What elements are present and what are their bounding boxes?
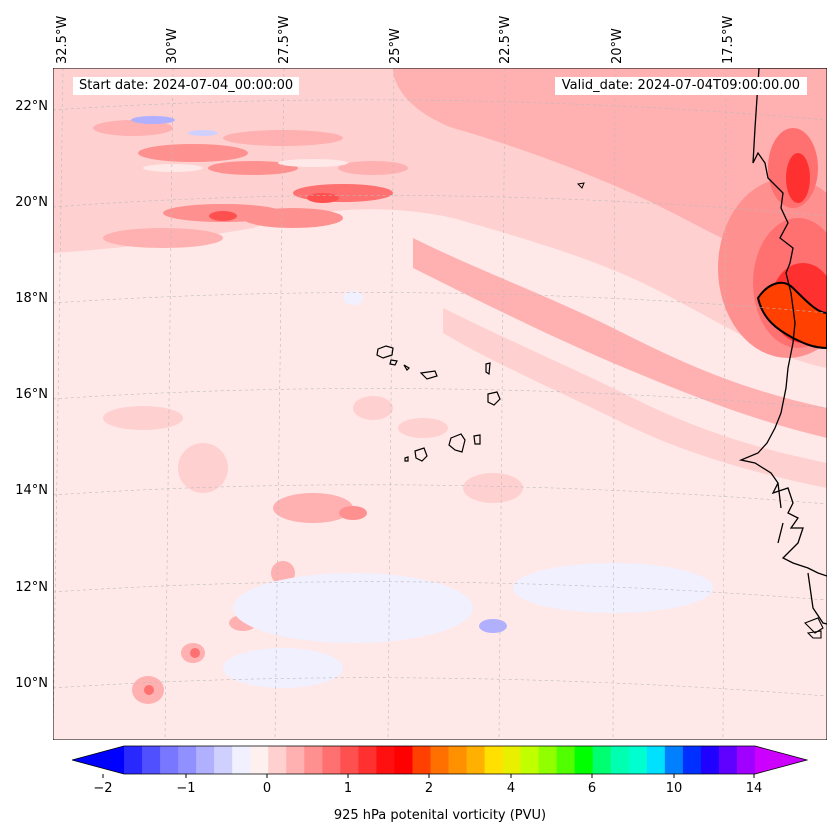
colorbar-cell [466, 746, 486, 774]
colorbar-cell [394, 746, 413, 774]
lon-label-27-5w: 27.5°W [277, 15, 292, 64]
colorbar-cell [412, 746, 431, 774]
colorbar-tick-label: 14 [745, 781, 763, 796]
colorbar-tick-label: 4 [506, 781, 516, 796]
graticule [53, 68, 827, 740]
colorbar-cell [286, 746, 305, 774]
pv-band-diagonal [413, 238, 827, 438]
colorbar-cell [142, 746, 161, 774]
colorbar-cell [196, 746, 215, 774]
africa-coast-islands [804, 617, 824, 639]
lat-label-16n: 16°N [15, 387, 48, 402]
colorbar-tick-label: −2 [93, 781, 113, 796]
colorbar-cell [592, 746, 612, 774]
valid-date-label: Valid_date: 2024-07-04T09:00:00.00 [554, 77, 807, 95]
africa-coastline [738, 68, 827, 625]
colorbar-cell [250, 746, 269, 774]
colorbar-ticks [102, 774, 755, 778]
colorbar-cell [520, 746, 540, 774]
lon-label-30w: 30°W [165, 28, 180, 64]
colorbar-label: 925 hPa potenital vorticity (PVU) [333, 808, 547, 823]
colorbar-extend-high [755, 746, 807, 774]
colorbar-cell [448, 746, 468, 774]
colorbar-cell [178, 746, 197, 774]
colorbar-cell [718, 746, 738, 774]
pv-band-diagonal-2 [443, 308, 827, 488]
pv-cells-scattered [103, 396, 523, 704]
colorbar-cell [268, 746, 287, 774]
colorbar-cell [664, 746, 684, 774]
colorbar-cell [304, 746, 323, 774]
colorbar-cell [322, 746, 341, 774]
lat-label-14n: 14°N [15, 483, 48, 498]
colorbar-tick-label: 6 [587, 781, 597, 796]
lon-label-17-5w: 17.5°W [721, 15, 736, 64]
colorbar-tick-label: 2 [424, 781, 434, 796]
lat-label-10n: 10°N [15, 676, 48, 691]
lat-label-20n: 20°N [15, 195, 48, 210]
cape-verde-islands [376, 345, 501, 462]
colorbar-cell [376, 746, 395, 774]
colorbar-cell [358, 746, 377, 774]
colorbar-cell [700, 746, 720, 774]
colorbar-cell [484, 746, 504, 774]
colorbar-tick-label: 1 [343, 781, 353, 796]
pv-coastal-maximum [718, 128, 827, 358]
colorbar-cell [430, 746, 450, 774]
small-island-north [576, 182, 585, 189]
lat-label-22n: 22°N [15, 99, 48, 114]
colorbar-cell [646, 746, 666, 774]
colorbar-cell [628, 746, 648, 774]
colorbar-tick-label: 0 [262, 781, 272, 796]
colorbar-extend-low [72, 746, 124, 774]
start-date-label: Start date: 2024-07-04_00:00:00 [73, 77, 300, 95]
colorbar-cell [574, 746, 594, 774]
lon-label-20w: 20°W [610, 28, 625, 64]
lon-label-25w: 25°W [388, 28, 403, 64]
colorbar-cell [340, 746, 359, 774]
colorbar-cell [502, 746, 522, 774]
colorbar-cell [610, 746, 630, 774]
pv-streaks-northwest [93, 116, 408, 248]
lon-label-32-5w: 32.5°W [55, 15, 70, 64]
colorbar-cell [538, 746, 558, 774]
lat-label-12n: 12°N [15, 580, 48, 595]
colorbar-cell [556, 746, 576, 774]
colorbar-cells [124, 746, 756, 774]
colorbar-cell [682, 746, 702, 774]
colorbar-cell [124, 746, 143, 774]
pv-map [53, 68, 827, 740]
colorbar [72, 745, 809, 778]
colorbar-cell [160, 746, 179, 774]
colorbar-cell [232, 746, 251, 774]
colorbar-tick-label: −1 [176, 781, 196, 796]
lat-label-18n: 18°N [15, 291, 48, 306]
colorbar-cell [214, 746, 233, 774]
colorbar-cell [736, 746, 756, 774]
colorbar-tick-label: 10 [665, 781, 683, 796]
pv-band-north-inner [393, 68, 827, 278]
lon-label-22-5w: 22.5°W [498, 15, 513, 64]
